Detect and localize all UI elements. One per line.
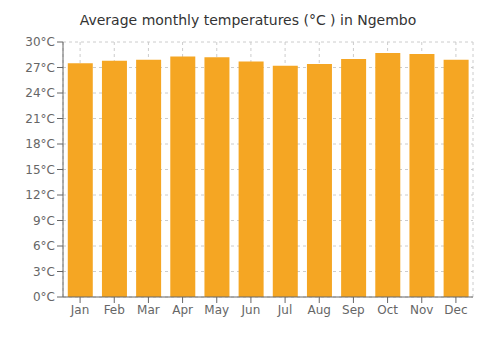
svg-text:Nov: Nov [410,303,433,317]
svg-text:3°C: 3°C [33,265,55,279]
svg-text:Sep: Sep [342,303,365,317]
svg-text:9°C: 9°C [33,214,55,228]
svg-text:Oct: Oct [377,303,398,317]
svg-text:12°C: 12°C [25,188,55,202]
svg-text:Feb: Feb [104,303,125,317]
svg-text:30°C: 30°C [25,35,55,49]
svg-text:Apr: Apr [172,303,193,317]
svg-text:Mar: Mar [137,303,160,317]
svg-text:May: May [204,303,229,317]
svg-text:27°C: 27°C [25,61,55,75]
svg-text:Aug: Aug [308,303,331,317]
svg-text:Jan: Jan [70,303,90,317]
svg-text:24°C: 24°C [25,86,55,100]
svg-text:Dec: Dec [444,303,467,317]
svg-text:Jul: Jul [277,303,292,317]
html-text:Average monthly temperatures (: Average monthly temperatures (°C ) in Ng… [79,12,417,28]
svg-text:18°C: 18°C [25,137,55,151]
svg-text:15°C: 15°C [25,163,55,177]
svg-text:6°C: 6°C [33,239,55,253]
svg-text:21°C: 21°C [25,112,55,126]
svg-text:Jun: Jun [241,303,261,317]
svg-text:0°C: 0°C [33,290,55,304]
